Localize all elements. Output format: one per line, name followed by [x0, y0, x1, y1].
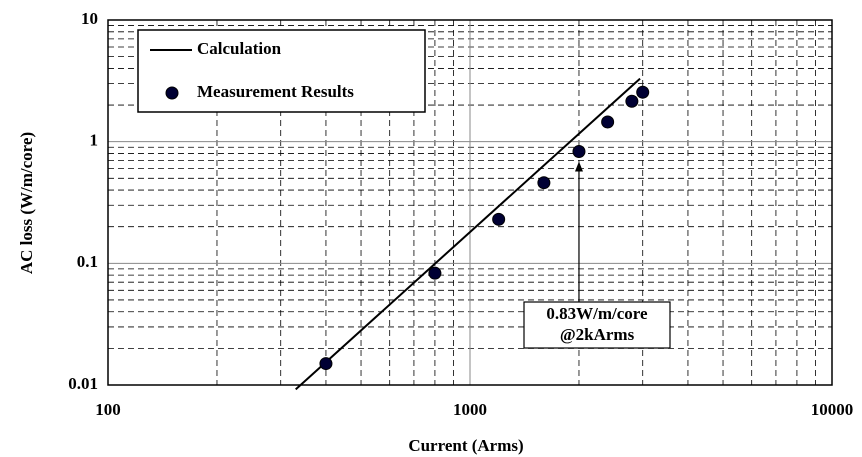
calculation-line	[295, 77, 641, 391]
measurement-point	[601, 115, 615, 129]
x-tick-label: 100	[95, 400, 121, 419]
y-axis-label: AC loss (W/m/core)	[17, 132, 36, 274]
measurement-point	[537, 176, 551, 190]
annotation-text: @2kArms	[560, 325, 635, 344]
y-tick-label: 0.1	[77, 252, 98, 271]
y-tick-label: 10	[81, 9, 98, 28]
measurement-point	[636, 85, 650, 99]
measurement-point	[625, 94, 639, 108]
x-axis-label: Current (Arms)	[408, 436, 523, 455]
y-tick-label: 0.01	[68, 374, 98, 393]
annotation-box	[523, 301, 671, 349]
annotation-text: 0.83W/m/core	[546, 304, 648, 323]
legend-label: Measurement Results	[197, 82, 354, 101]
measurement-point	[492, 212, 506, 226]
arrow-head	[574, 161, 583, 172]
measurement-point	[428, 266, 442, 280]
measurement-point	[319, 357, 333, 371]
legend-label: Calculation	[197, 39, 282, 58]
measurement-point	[572, 145, 586, 159]
legend-marker	[165, 86, 179, 100]
x-tick-label: 10000	[811, 400, 854, 419]
legend: Calculation Measurement Results	[137, 29, 426, 113]
legend-box	[137, 29, 426, 113]
y-tick-label: 1	[90, 131, 99, 150]
x-tick-label: 1000	[453, 400, 487, 419]
plot-frame	[107, 19, 833, 386]
